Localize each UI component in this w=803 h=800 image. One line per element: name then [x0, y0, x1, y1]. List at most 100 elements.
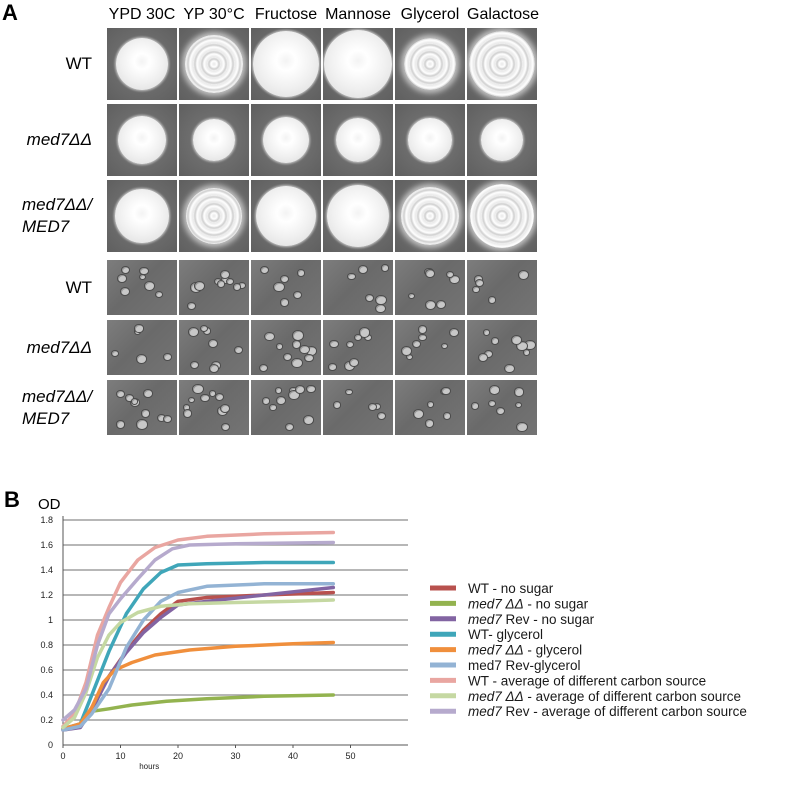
x-tick-label: 0	[60, 751, 65, 761]
panel-a-label: A	[2, 0, 18, 25]
yeast-cell	[282, 352, 292, 361]
yeast-cell	[490, 337, 500, 345]
yeast-cell	[294, 384, 305, 394]
series-line-1	[61, 693, 336, 731]
colony-image	[323, 180, 393, 252]
row-label: med7ΔΔ	[0, 337, 92, 359]
colony-image	[323, 28, 393, 100]
yeast-cell	[232, 283, 241, 291]
colony	[255, 185, 317, 247]
colony-image	[251, 28, 321, 100]
yeast-cell	[424, 419, 434, 428]
colony	[404, 38, 456, 90]
colony	[481, 119, 523, 161]
yeast-cell	[279, 274, 289, 283]
yeast-cell	[130, 398, 138, 405]
legend-label: med7 Rev - no sugar	[468, 612, 595, 627]
yeast-cell	[261, 397, 271, 405]
legend-label: med7 Rev - average of different carbon s…	[468, 704, 747, 719]
yeast-cell	[358, 264, 369, 274]
colony	[335, 117, 381, 163]
y-tick-label: 0	[48, 740, 53, 750]
row-label-line: med7ΔΔ	[26, 337, 92, 357]
yeast-cell	[346, 341, 355, 349]
yeast-cell	[413, 409, 425, 419]
colony	[185, 187, 243, 245]
yeast-cell	[163, 353, 172, 362]
yeast-cell	[288, 389, 301, 401]
column-header: YP 30°C	[183, 6, 245, 23]
yeast-cell	[407, 292, 415, 300]
colony	[262, 116, 310, 164]
yeast-cell	[187, 301, 197, 310]
yeast-cell	[471, 402, 480, 410]
yeast-cell	[354, 334, 362, 342]
yeast-cell	[380, 264, 389, 272]
yeast-cell	[119, 286, 131, 297]
x-tick-label: 20	[173, 751, 183, 761]
yeast-cell	[275, 396, 286, 406]
yeast-cell	[290, 358, 303, 369]
colony-image	[107, 180, 177, 252]
yeast-cell	[522, 349, 531, 357]
x-tick-label: 10	[115, 751, 125, 761]
yeast-cell	[187, 326, 200, 337]
yeast-cell	[134, 324, 144, 333]
yeast-cell	[441, 386, 451, 395]
yeast-cell	[515, 340, 528, 352]
yeast-cell	[375, 294, 387, 305]
row-label-line: MED7	[22, 217, 70, 236]
colony	[468, 30, 536, 98]
yeast-cell	[503, 363, 515, 373]
microscopy-image	[107, 260, 177, 315]
yeast-cell	[115, 389, 125, 398]
legend-label: med7 Rev-glycerol	[468, 658, 581, 673]
yeast-cell	[259, 363, 269, 372]
microscopy-image	[251, 320, 321, 375]
colony-image	[251, 180, 321, 252]
yeast-cell	[328, 363, 337, 371]
yeast-cell	[233, 345, 244, 355]
row-label: med7ΔΔ/MED7	[22, 386, 102, 430]
yeast-cell	[515, 422, 528, 433]
microscopy-image	[395, 260, 465, 315]
y-tick-label: 1.2	[40, 590, 53, 600]
column-header: Galactose	[467, 6, 540, 23]
yeast-cell	[328, 339, 339, 349]
yeast-cell	[435, 299, 447, 309]
legend-label-part: med7 ΔΔ	[468, 643, 524, 658]
row-label-line: med7ΔΔ	[26, 130, 92, 149]
yeast-cell	[449, 328, 460, 337]
colony-image	[323, 104, 393, 176]
microscopy-image	[467, 320, 537, 375]
colony	[401, 187, 459, 245]
yeast-cell	[273, 281, 285, 293]
yeast-cell	[513, 387, 525, 397]
yeast-cell	[279, 298, 290, 307]
yeast-cell	[140, 409, 151, 418]
colony	[323, 29, 393, 99]
row-label: med7ΔΔ/MED7	[22, 194, 102, 238]
yeast-cell	[365, 294, 375, 303]
y-tick-label: 1.8	[40, 515, 53, 525]
yeast-cell	[136, 354, 148, 364]
microscopy-image	[179, 320, 249, 375]
row-label: WT	[0, 277, 92, 299]
row-label-line: med7ΔΔ/	[22, 195, 93, 214]
legend-label: med7 ΔΔ - average of different carbon so…	[468, 689, 741, 704]
legend-label-part: - no sugar	[524, 596, 589, 611]
microscopy-image	[323, 260, 393, 315]
row-label-line: MED7	[22, 408, 70, 428]
colony-image	[467, 180, 537, 252]
legend-label-part: med7	[468, 704, 502, 719]
microscopy-image	[251, 260, 321, 315]
yeast-cell	[487, 399, 497, 408]
yeast-cell	[138, 273, 147, 281]
colony	[327, 185, 389, 247]
yeast-cell	[208, 363, 220, 373]
legend-label-part: Rev - no sugar	[502, 612, 595, 627]
yeast-cell	[220, 404, 230, 413]
yeast-cell	[487, 296, 496, 304]
yeast-cell	[474, 278, 485, 287]
